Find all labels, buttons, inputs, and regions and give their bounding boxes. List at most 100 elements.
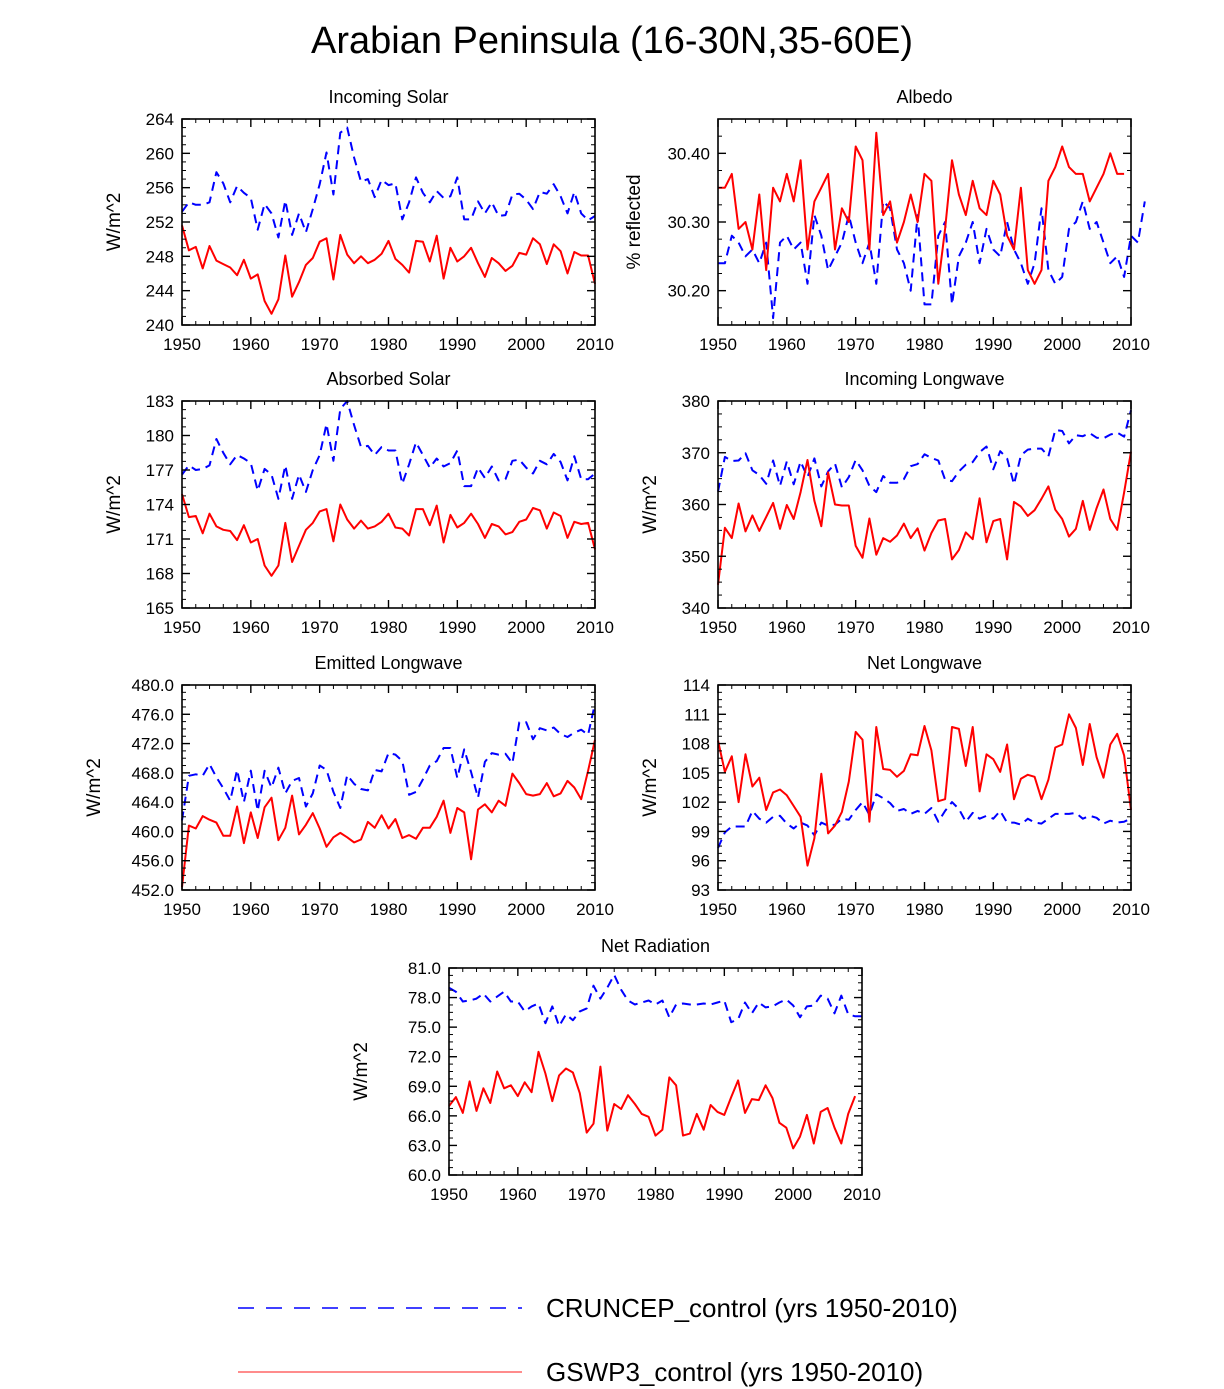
x-tick-label: 1990 — [974, 618, 1012, 637]
plot-frame — [448, 967, 863, 1176]
y-tick-label: 168 — [146, 565, 174, 584]
y-tick-label: 350 — [682, 547, 710, 566]
series-line-gswp3 — [181, 739, 596, 888]
series-line-cruncep — [718, 200, 1146, 320]
x-tick-label: 1960 — [232, 900, 270, 919]
y-axis-label: W/m^2 — [104, 475, 125, 534]
y-tick-label: 480.0 — [131, 676, 174, 695]
plot-frame — [181, 400, 596, 609]
x-tick-label: 2010 — [1112, 335, 1150, 354]
legend-label-cruncep: CRUNCEP_control (yrs 1950-2010) — [546, 1293, 958, 1323]
x-tick-label: 2010 — [576, 900, 614, 919]
y-tick-label: 102 — [682, 793, 710, 812]
legend: CRUNCEP_control (yrs 1950-2010) GSWP3_co… — [238, 1293, 958, 1387]
x-tick-label: 1980 — [906, 335, 944, 354]
y-tick-label: 60.0 — [408, 1166, 441, 1185]
x-tick-label: 2000 — [1043, 900, 1081, 919]
y-tick-label: 264 — [146, 110, 174, 129]
x-tick-label: 1950 — [699, 618, 737, 637]
x-tick-label: 1990 — [438, 900, 476, 919]
y-tick-label: 174 — [146, 496, 174, 515]
x-tick-label: 1970 — [837, 335, 875, 354]
x-tick-label: 1950 — [699, 900, 737, 919]
series-line-gswp3 — [717, 713, 1132, 867]
x-tick-label: 2010 — [1112, 900, 1150, 919]
panel-title: Incoming Solar — [328, 87, 448, 107]
y-tick-label: 99 — [691, 822, 710, 841]
y-tick-label: 252 — [146, 213, 174, 232]
x-tick-label: 1990 — [438, 618, 476, 637]
y-tick-label: 30.20 — [667, 282, 710, 301]
y-tick-label: 260 — [146, 144, 174, 163]
series-line-cruncep — [181, 400, 596, 500]
x-tick-label: 2010 — [1112, 618, 1150, 637]
y-tick-label: 111 — [684, 705, 710, 724]
y-tick-label: 69.0 — [408, 1077, 441, 1096]
y-axis-label: W/m^2 — [84, 758, 105, 817]
x-tick-label: 1950 — [699, 335, 737, 354]
x-tick-label: 1950 — [430, 1185, 468, 1204]
y-tick-label: 380 — [682, 392, 710, 411]
x-tick-label: 1980 — [370, 618, 408, 637]
plot-frame — [181, 684, 596, 891]
x-tick-label: 1970 — [301, 335, 339, 354]
y-tick-label: 360 — [682, 496, 710, 515]
y-tick-label: 72.0 — [408, 1048, 441, 1067]
x-tick-label: 2000 — [507, 900, 545, 919]
panel-1: 1950 1960 1970 1980 1990 2000 2010 240 244 248 252… — [104, 87, 614, 354]
y-tick-label: 456.0 — [131, 852, 174, 871]
x-tick-label: 1980 — [370, 900, 408, 919]
x-tick-label: 1970 — [301, 618, 339, 637]
y-tick-label: 96 — [691, 852, 710, 871]
x-tick-label: 1960 — [768, 335, 806, 354]
y-tick-label: 183 — [146, 392, 174, 411]
panel-title: Albedo — [896, 87, 952, 107]
panel-6: 1950 1960 1970 1980 1990 2000 2010 93 96 99 102 105… — [640, 653, 1150, 919]
y-tick-label: 63.0 — [408, 1136, 441, 1155]
series-line-gswp3 — [717, 451, 1132, 585]
x-tick-label: 1980 — [906, 618, 944, 637]
series-line-cruncep — [181, 126, 596, 239]
x-tick-label: 2000 — [1043, 335, 1081, 354]
panel-2: 1950 1960 1970 1980 1990 2000 2010 30.20 30.30 30… — [624, 87, 1150, 354]
y-axis-label: % reflected — [624, 174, 645, 269]
series-line-cruncep — [717, 410, 1132, 494]
y-tick-label: 248 — [146, 247, 174, 266]
x-tick-label: 2010 — [843, 1185, 881, 1204]
x-tick-label: 2000 — [1043, 618, 1081, 637]
x-tick-label: 1980 — [370, 335, 408, 354]
plot-frame — [717, 400, 1132, 609]
series-line-gswp3 — [448, 1050, 857, 1150]
y-tick-label: 244 — [146, 282, 174, 301]
x-tick-label: 1990 — [438, 335, 476, 354]
x-tick-label: 1970 — [837, 618, 875, 637]
x-tick-label: 2000 — [507, 618, 545, 637]
y-tick-label: 66.0 — [408, 1107, 441, 1126]
y-tick-label: 114 — [683, 676, 710, 695]
y-tick-label: 476.0 — [131, 705, 174, 724]
y-tick-label: 256 — [146, 179, 174, 198]
y-tick-label: 177 — [146, 461, 174, 480]
x-tick-label: 2010 — [576, 335, 614, 354]
x-tick-label: 1950 — [163, 335, 201, 354]
plot-frame — [181, 118, 596, 326]
x-tick-label: 1960 — [232, 618, 270, 637]
series-line-cruncep — [448, 973, 862, 1028]
y-tick-label: 81.0 — [408, 959, 441, 978]
panel-3: 1950 1960 1970 1980 1990 2000 2010 165 168 171 174… — [104, 369, 614, 637]
y-tick-label: 171 — [146, 530, 174, 549]
panel-5: 1950 1960 1970 1980 1990 2000 2010 452.0 456.0 46… — [84, 653, 614, 919]
y-tick-label: 75.0 — [408, 1018, 441, 1037]
x-tick-label: 2010 — [576, 618, 614, 637]
y-tick-label: 468.0 — [131, 764, 174, 783]
y-tick-label: 108 — [682, 735, 710, 754]
y-axis-label: W/m^2 — [640, 475, 661, 534]
y-axis-label: W/m^2 — [640, 758, 661, 817]
series-line-gswp3 — [181, 225, 596, 315]
panel-title: Absorbed Solar — [326, 369, 450, 389]
panel-4: 1950 1960 1970 1980 1990 2000 2010 340 350 360 370… — [640, 369, 1150, 637]
y-tick-label: 105 — [682, 764, 710, 783]
x-tick-label: 2000 — [507, 335, 545, 354]
x-tick-label: 1990 — [705, 1185, 743, 1204]
